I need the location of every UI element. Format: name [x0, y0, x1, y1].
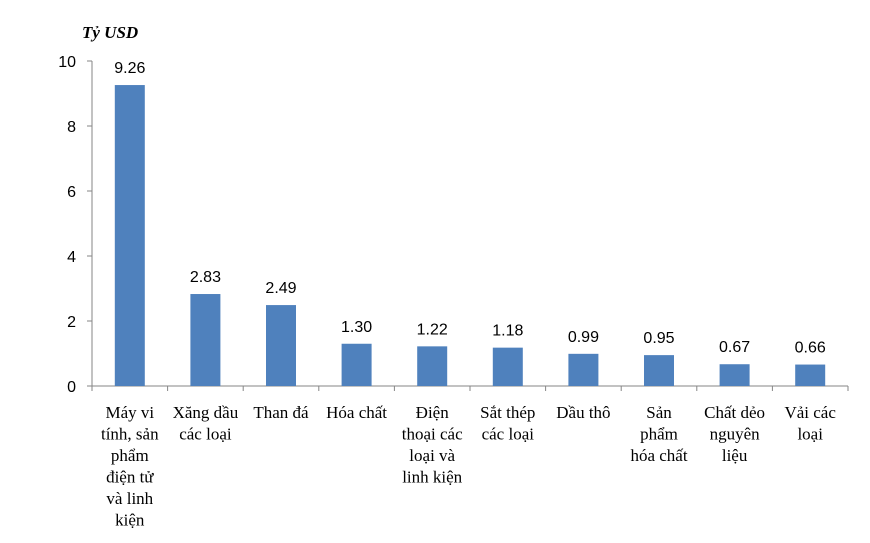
category-label-line: loại và	[409, 446, 455, 465]
y-tick-label: 0	[67, 379, 76, 396]
category-label: Dầu thô	[556, 403, 610, 422]
data-label: 1.18	[492, 323, 523, 340]
data-label: 0.99	[568, 329, 599, 346]
category-label-line: tính, sản	[101, 425, 159, 444]
bar	[795, 364, 826, 386]
category-label-line: liệu	[722, 446, 748, 465]
y-unit-label: Tỷ USD	[82, 23, 138, 42]
bar	[341, 343, 372, 386]
category-labels: Máy vi tính, sản phẩm điện tử và linh kiện Xăn…	[101, 403, 836, 530]
category-label-line: Dầu thô	[556, 403, 610, 422]
data-label: 9.26	[114, 60, 145, 77]
category-label-line: Xăng dầu	[173, 403, 239, 422]
category-label-line: Sản	[646, 403, 672, 422]
category-label: Hóa chất	[326, 403, 387, 422]
category-label-line: Chất dẻo	[704, 403, 765, 422]
bar	[417, 346, 448, 386]
category-label-line: Vải các	[784, 403, 836, 422]
category-label-line: hóa chất	[630, 446, 687, 465]
category-label: Sắt thép các loại	[480, 403, 535, 444]
category-label-line: Điện	[416, 403, 450, 422]
category-label-line: phẩm	[640, 425, 678, 444]
data-label: 0.67	[719, 339, 750, 356]
bar	[644, 355, 674, 386]
data-label: 1.22	[417, 321, 448, 338]
category-label-line: Sắt thép	[480, 403, 535, 422]
data-label: 2.49	[265, 280, 296, 297]
category-label-line: và linh	[106, 489, 153, 508]
category-label: Sản phẩm hóa chất	[630, 403, 687, 465]
category-label: Điện thoại các loại và linh kiện	[402, 403, 463, 487]
bar	[190, 294, 221, 386]
category-label: Chất dẻo nguyên liệu	[704, 403, 765, 465]
bar	[492, 347, 523, 386]
x-axis	[91, 385, 849, 391]
category-label-line: Máy vi	[105, 403, 154, 422]
data-labels: 9.26 2.83 2.49 1.30 1.22 1.18 0.99 0.95 0.67 0.66	[114, 60, 826, 357]
y-tick-label: 6	[67, 184, 76, 201]
category-label-line: các loại	[482, 425, 535, 444]
category-label-line: nguyên	[710, 425, 761, 444]
data-label: 1.30	[341, 319, 372, 336]
bar	[114, 85, 145, 387]
category-label-line: thoại các	[402, 425, 463, 444]
data-label: 0.95	[643, 330, 674, 347]
category-label: Vải các loại	[784, 403, 836, 444]
y-tick-label: 2	[67, 314, 76, 331]
category-label: Xăng dầu các loại	[173, 403, 239, 444]
category-label-line: các loại	[179, 425, 232, 444]
category-label-line: Hóa chất	[326, 403, 387, 422]
category-label-line: phẩm	[111, 446, 149, 465]
data-label: 0.66	[795, 340, 826, 357]
category-label-line: kiện	[115, 511, 145, 530]
category-label: Máy vi tính, sản phẩm điện tử và linh kiện	[101, 403, 159, 530]
bars	[114, 85, 826, 387]
bar	[568, 353, 599, 386]
category-label-line: Than đá	[253, 403, 309, 422]
category-label-line: điện tử	[106, 468, 154, 487]
y-tick-label: 10	[58, 54, 76, 71]
bar	[266, 305, 296, 386]
category-label: Than đá	[253, 403, 309, 422]
data-label: 2.83	[190, 269, 221, 286]
y-tick-label: 4	[67, 249, 76, 266]
y-tick-label: 8	[67, 119, 76, 136]
bar	[719, 364, 750, 386]
category-label-line: loại	[797, 425, 823, 444]
category-label-line: linh kiện	[402, 468, 462, 487]
y-axis: 0 2 4 6 8 10	[58, 54, 93, 396]
